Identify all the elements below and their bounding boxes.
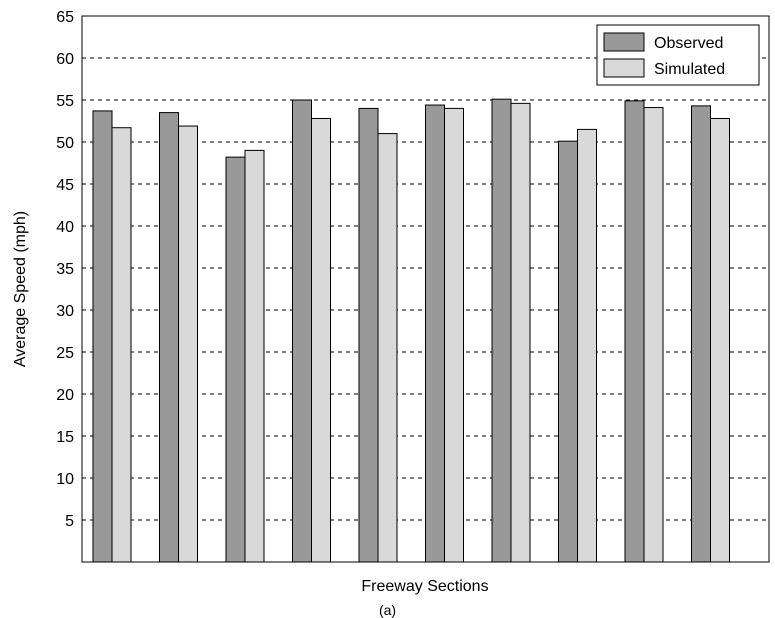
bar-simulated-8 — [577, 128, 597, 563]
bar-simulated-6 — [444, 107, 464, 563]
bar-observed-10 — [691, 105, 711, 563]
bar-observed-2 — [159, 112, 179, 563]
figure-caption: (a) — [378, 602, 397, 618]
bar-simulated-9 — [643, 107, 664, 563]
bar-observed-8 — [558, 140, 578, 563]
bar-simulated-4 — [311, 117, 331, 563]
y-tick-label: 45 — [56, 177, 74, 194]
y-axis-title: Average Speed (mph) — [12, 211, 29, 367]
y-tick-label: 50 — [56, 135, 74, 152]
y-tick-label: 55 — [56, 93, 74, 110]
y-tick-label: 30 — [56, 303, 74, 320]
legend-label-observed: Observed — [654, 35, 723, 52]
y-tick-label: 25 — [56, 345, 74, 362]
bar-observed-4 — [292, 99, 312, 563]
plot-frame — [81, 15, 770, 563]
y-tick-label: 35 — [56, 261, 74, 278]
bar-observed-6 — [425, 104, 445, 563]
y-tick-label: 40 — [56, 219, 74, 236]
bar-simulated-2 — [178, 125, 198, 563]
bars — [92, 98, 730, 563]
bar-simulated-3 — [244, 149, 265, 563]
bar-observed-7 — [491, 98, 512, 563]
legend-swatch-observed — [603, 32, 645, 52]
legend: Observed Simulated — [596, 24, 760, 86]
bar-observed-3 — [225, 156, 246, 563]
y-tick-label: 20 — [56, 387, 74, 404]
bar-observed-5 — [358, 107, 379, 563]
y-tick-label: 5 — [65, 513, 74, 530]
bar-observed-9 — [624, 100, 645, 563]
bar-simulated-7 — [510, 102, 531, 563]
y-tick-label: 65 — [56, 9, 74, 26]
bar-simulated-10 — [710, 117, 730, 563]
y-tick-label: 60 — [56, 51, 74, 68]
x-axis-title: Freeway Sections — [361, 578, 488, 595]
y-axis-ticks: 5 10 15 20 25 30 35 40 45 50 55 60 65 — [56, 9, 74, 530]
y-tick-label: 15 — [56, 429, 74, 446]
bar-simulated-1 — [111, 127, 132, 563]
legend-label-simulated: Simulated — [654, 61, 725, 78]
y-tick-label: 10 — [56, 471, 74, 488]
legend-swatch-simulated — [603, 58, 645, 78]
bar-simulated-5 — [377, 133, 398, 563]
bar-observed-1 — [92, 110, 113, 563]
